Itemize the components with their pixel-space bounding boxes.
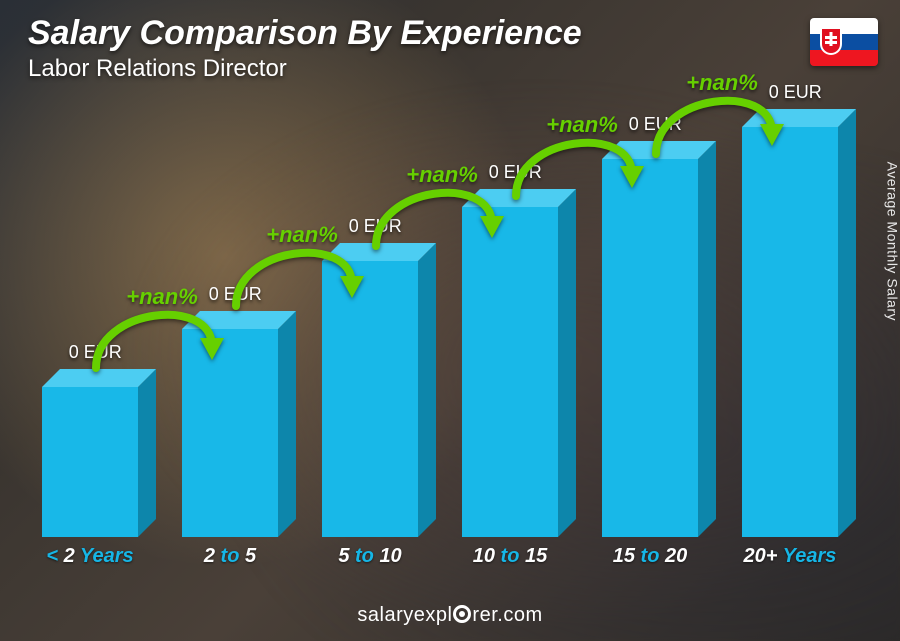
- bar: 0 EUR: [742, 127, 838, 537]
- x-axis-label: < 2 Years: [20, 545, 160, 568]
- bar: 0 EUR: [42, 387, 138, 537]
- bar-front: [602, 159, 698, 537]
- bar: 0 EUR: [602, 159, 698, 537]
- bar-front: [322, 261, 418, 537]
- brand-text-suffix: rer.com: [472, 604, 542, 626]
- bar-group: 0 EUR 0 EUR 0 EUR 0 EUR 0 EUR 0 EUR: [20, 100, 860, 537]
- bar-front: [182, 329, 278, 537]
- brand-logo-o-icon: [453, 605, 471, 623]
- x-axis-label: 2 to 5: [160, 545, 300, 568]
- page-title: Salary Comparison By Experience: [28, 14, 582, 53]
- x-axis-label: 5 to 10: [300, 545, 440, 568]
- y-axis-label: Average Monthly Salary: [884, 161, 900, 320]
- flag-crest: [820, 27, 842, 55]
- bar-top: [602, 141, 716, 159]
- bar-top: [462, 189, 576, 207]
- x-axis: < 2 Years2 to 55 to 1010 to 1515 to 2020…: [20, 541, 860, 571]
- bar-side: [838, 109, 856, 537]
- bar-value-label: 0 EUR: [629, 114, 682, 135]
- x-axis-label: 10 to 15: [440, 545, 580, 568]
- bar-top: [42, 369, 156, 387]
- page-subtitle: Labor Relations Director: [28, 55, 582, 83]
- bar-value-label: 0 EUR: [489, 162, 542, 183]
- bar-top: [322, 243, 436, 261]
- bar-value-label: 0 EUR: [769, 82, 822, 103]
- bar-column: 0 EUR: [580, 100, 720, 537]
- bar-value-label: 0 EUR: [69, 342, 122, 363]
- bar-side: [278, 311, 296, 537]
- bar-top: [182, 311, 296, 329]
- bar-front: [42, 387, 138, 537]
- bar-front: [742, 127, 838, 537]
- header: Salary Comparison By Experience Labor Re…: [28, 14, 582, 83]
- bar-value-label: 0 EUR: [209, 284, 262, 305]
- bar-front: [462, 207, 558, 537]
- bar-column: 0 EUR: [20, 100, 160, 537]
- bar: 0 EUR: [182, 329, 278, 537]
- x-axis-label: 15 to 20: [580, 545, 720, 568]
- bar-chart: 0 EUR 0 EUR 0 EUR 0 EUR 0 EUR 0 EUR < 2 Years…: [20, 100, 860, 571]
- bar-top: [742, 109, 856, 127]
- bar-side: [558, 189, 576, 537]
- footer-brand: salaryexpl rer.com: [0, 604, 900, 627]
- flag-stripe-3: [810, 50, 878, 66]
- bar-column: 0 EUR: [160, 100, 300, 537]
- bar: 0 EUR: [462, 207, 558, 537]
- bar-side: [418, 243, 436, 537]
- x-axis-label: 20+ Years: [720, 545, 860, 568]
- bar-value-label: 0 EUR: [349, 216, 402, 237]
- bar-side: [138, 369, 156, 537]
- infographic-stage: Salary Comparison By Experience Labor Re…: [0, 0, 900, 641]
- bar-side: [698, 141, 716, 537]
- brand-text-prefix: salaryexpl: [357, 604, 452, 626]
- bar-column: 0 EUR: [440, 100, 580, 537]
- bar: 0 EUR: [322, 261, 418, 537]
- bar-column: 0 EUR: [300, 100, 440, 537]
- bar-column: 0 EUR: [720, 100, 860, 537]
- country-flag-slovakia: [810, 18, 878, 66]
